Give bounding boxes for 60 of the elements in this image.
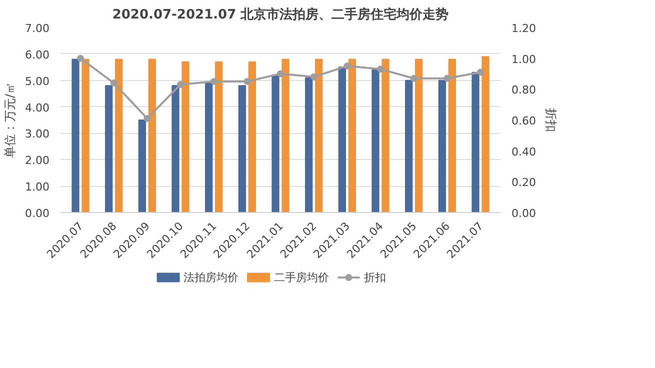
y-tick-label: 4.00 <box>25 101 50 114</box>
y2-tick-label: 0.40 <box>512 145 536 158</box>
point <box>344 62 351 70</box>
bar <box>82 58 90 212</box>
bar <box>115 58 123 212</box>
y-tick-label: 1.00 <box>25 180 50 194</box>
bar <box>72 58 80 212</box>
bar <box>282 58 290 212</box>
bar <box>348 58 356 212</box>
point <box>177 81 184 88</box>
bar <box>138 120 146 212</box>
bar <box>382 58 390 212</box>
bar <box>215 61 223 212</box>
point <box>444 74 451 82</box>
point <box>144 114 151 122</box>
y-tick-label: 5.00 <box>25 74 50 88</box>
y2-tick-label: 0.80 <box>512 84 536 97</box>
bar <box>482 56 490 212</box>
y-tick-label: 3.00 <box>25 128 50 141</box>
legend-label: 二手房均价 <box>274 271 329 284</box>
bar <box>372 69 380 212</box>
point <box>477 68 484 76</box>
bar <box>182 61 190 212</box>
bar <box>272 74 280 212</box>
point <box>310 73 318 80</box>
bar <box>438 80 446 212</box>
bar <box>405 80 413 212</box>
y2-axis-title: 折扣 <box>544 108 558 132</box>
bar <box>172 85 180 212</box>
bar <box>238 85 246 212</box>
bar <box>472 72 480 212</box>
y2-tick-label: 1.00 <box>512 52 536 66</box>
point <box>377 66 384 73</box>
point <box>77 54 84 62</box>
point <box>277 70 284 78</box>
bar <box>338 66 346 212</box>
y-tick-label: 7.00 <box>25 22 50 35</box>
bar <box>305 77 313 212</box>
point <box>210 78 218 85</box>
chart-title: 2020.07-2021.07 北京市法拍房、二手房住宅均价走势 <box>112 6 449 22</box>
bar <box>105 85 113 212</box>
bar <box>415 58 423 212</box>
y-tick-label: 6.00 <box>25 48 50 62</box>
point <box>244 78 251 85</box>
bar <box>148 58 156 212</box>
bar <box>205 82 213 212</box>
y-tick-label: 2.00 <box>25 154 50 168</box>
y2-tick-label: 0.60 <box>512 114 536 128</box>
bar <box>315 58 323 212</box>
bar <box>248 61 256 212</box>
y2-tick-label: 0.00 <box>512 207 536 220</box>
bar <box>448 58 456 212</box>
legend-label: 折扣 <box>364 271 386 284</box>
y2-tick-label: 0.20 <box>512 176 536 190</box>
point <box>110 80 118 86</box>
y-tick-label: 0.00 <box>25 207 50 220</box>
legend-label: 法拍房均价 <box>184 271 239 284</box>
y-axis-title: 单位：万元/㎡ <box>3 82 18 158</box>
point <box>410 74 418 82</box>
y2-tick-label: 1.20 <box>512 22 536 35</box>
